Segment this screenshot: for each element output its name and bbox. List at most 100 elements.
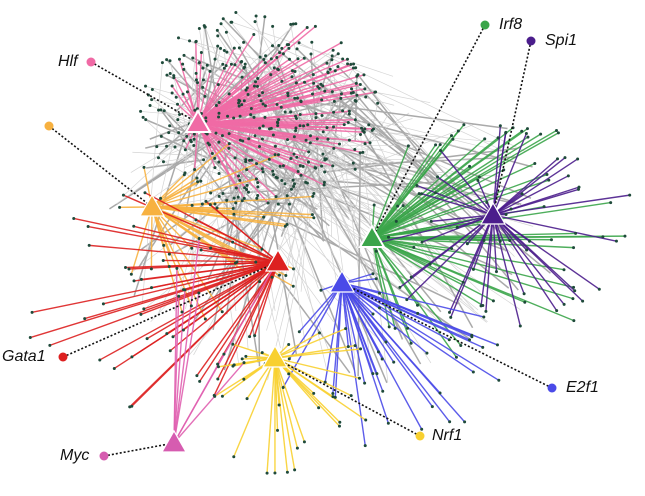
- edge: [371, 237, 464, 283]
- node: [277, 273, 281, 277]
- node: [276, 153, 280, 157]
- edge: [492, 125, 502, 216]
- node: [255, 196, 259, 200]
- node: [199, 51, 203, 55]
- node: [417, 192, 421, 196]
- node: [196, 81, 200, 85]
- edge: [169, 60, 200, 181]
- node: [245, 86, 249, 90]
- node: [148, 103, 152, 107]
- node: [483, 137, 487, 141]
- node: [504, 213, 508, 217]
- node: [287, 202, 291, 206]
- edge: [341, 282, 473, 336]
- node: [48, 343, 52, 347]
- node: [447, 338, 451, 342]
- node: [271, 173, 275, 177]
- edge: [341, 282, 428, 354]
- edge: [133, 261, 279, 282]
- node: [351, 66, 355, 70]
- node: [265, 471, 269, 475]
- node: [494, 270, 498, 274]
- edge: [492, 132, 507, 216]
- node: [181, 92, 185, 96]
- node: [230, 20, 234, 24]
- node: [237, 46, 241, 50]
- node: [227, 142, 231, 146]
- edge: [151, 174, 185, 208]
- node: [296, 169, 300, 173]
- node: [364, 418, 368, 422]
- node: [217, 194, 221, 198]
- node: [139, 277, 143, 281]
- node: [203, 317, 207, 321]
- node: [299, 173, 303, 177]
- node: [240, 199, 244, 203]
- edge: [166, 172, 186, 189]
- node: [310, 92, 314, 96]
- edge: [371, 145, 410, 239]
- node: [192, 132, 196, 136]
- node: [243, 186, 247, 190]
- node: [342, 123, 346, 127]
- edge: [173, 292, 200, 444]
- edge: [151, 206, 263, 250]
- edge: [196, 261, 279, 376]
- edge: [197, 67, 245, 124]
- node: [533, 162, 537, 166]
- node: [312, 216, 316, 220]
- node: [277, 43, 281, 47]
- edge: [485, 214, 494, 312]
- edge: [225, 200, 230, 242]
- node: [249, 106, 253, 110]
- node: [447, 310, 451, 314]
- edge: [357, 152, 361, 377]
- edge: [371, 179, 550, 239]
- node: [454, 355, 458, 359]
- node: [368, 141, 372, 145]
- edge: [274, 357, 299, 449]
- node: [294, 129, 298, 133]
- node: [528, 239, 532, 243]
- node: [293, 468, 297, 472]
- edge: [197, 166, 258, 188]
- node: [317, 331, 321, 335]
- edge: [273, 134, 306, 343]
- node: [351, 161, 355, 165]
- edge: [143, 261, 279, 310]
- edge: [341, 282, 450, 341]
- node: [450, 247, 454, 251]
- node-label: Hlf: [58, 53, 79, 70]
- edge: [197, 69, 279, 124]
- node: [562, 268, 566, 272]
- node: [182, 173, 186, 177]
- node: [297, 330, 301, 334]
- node: [280, 46, 284, 50]
- node: [149, 267, 153, 271]
- node: [572, 285, 576, 289]
- edge: [341, 282, 349, 347]
- node: [245, 168, 249, 172]
- node: [556, 131, 560, 135]
- edge: [197, 25, 316, 124]
- node: [222, 48, 226, 52]
- node: [214, 104, 218, 108]
- node: [242, 99, 246, 103]
- node: [322, 183, 326, 187]
- edge: [371, 129, 557, 239]
- node: [232, 196, 236, 200]
- node: [297, 41, 301, 45]
- node: [191, 56, 195, 60]
- node: [175, 102, 179, 106]
- node: [129, 272, 133, 276]
- node: [252, 84, 256, 88]
- edge: [492, 214, 600, 290]
- node: [203, 94, 207, 98]
- edge: [199, 28, 220, 165]
- edge: [236, 198, 290, 205]
- node: [287, 372, 291, 376]
- node: [173, 145, 177, 149]
- node: [141, 115, 145, 119]
- node: [576, 157, 580, 161]
- edge: [169, 261, 279, 268]
